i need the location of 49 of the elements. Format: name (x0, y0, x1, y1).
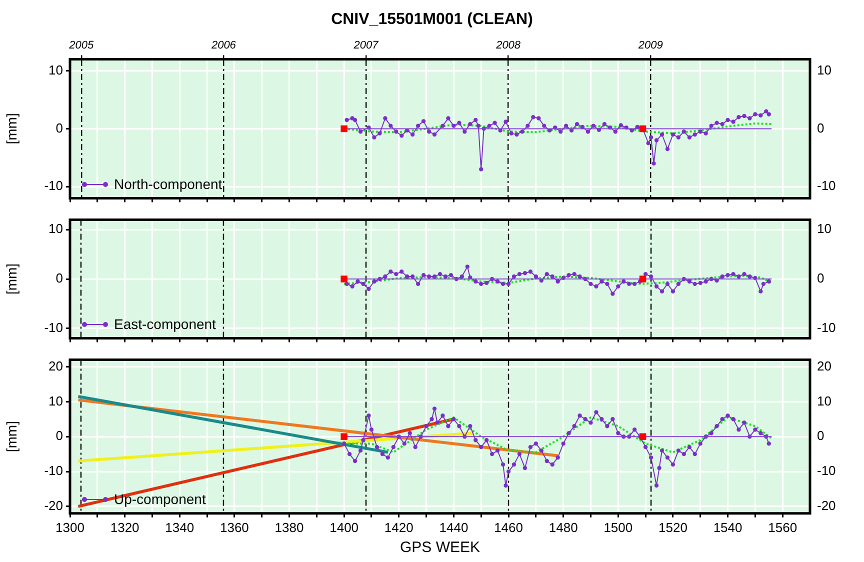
y2-tick-label: 10 (817, 221, 832, 236)
legend-label: North-component (114, 176, 222, 192)
y-tick-label: 0 (56, 120, 63, 136)
x-tick-label: 1340 (165, 520, 194, 535)
x-tick-label: 1380 (274, 520, 304, 535)
x-tick-label: 1400 (330, 520, 359, 535)
x-tick-label: 1360 (220, 520, 249, 535)
x-tick-label: 1560 (768, 520, 798, 535)
x2-tick-label: 2009 (637, 40, 663, 52)
y-tick-label: -10 (44, 178, 63, 194)
x-tick-label: 1420 (384, 520, 414, 535)
y2-tick-label: 10 (817, 62, 832, 78)
y2-tick-label: -10 (817, 320, 836, 335)
y-axis-title: [mm] (3, 421, 20, 452)
y-tick-label: 10 (48, 62, 63, 78)
y2-tick-label: 20 (817, 358, 832, 374)
x-tick-label: 1540 (713, 520, 742, 535)
y-tick-label: 0 (56, 270, 63, 286)
legend-label: East-component (114, 316, 216, 332)
x-tick-label: 1500 (604, 520, 633, 535)
x2-tick-label: 2006 (210, 40, 237, 52)
y2-tick-label: -20 (817, 498, 836, 513)
x-tick-label: 1520 (658, 520, 688, 535)
x-tick-label: 1480 (548, 520, 578, 535)
legend-label: Up-component (114, 491, 206, 508)
y-tick-label: -20 (44, 498, 63, 513)
y2-tick-label: 0 (817, 120, 824, 136)
y2-tick-label: -10 (817, 178, 836, 194)
y-tick-label: -10 (44, 320, 63, 335)
x2-tick-label: 2008 (495, 40, 522, 52)
y2-tick-label: -10 (817, 463, 836, 478)
y-tick-label: 0 (56, 428, 63, 444)
y2-tick-label: 0 (817, 270, 824, 286)
x-tick-label: 1440 (439, 520, 468, 535)
x-axis-title: GPS WEEK (400, 539, 480, 556)
x-tick-label: 1320 (110, 520, 140, 535)
chart-title: CNIV_15501M001 (CLEAN) (330, 10, 534, 30)
y2-tick-label: 10 (817, 393, 832, 408)
y-axis-title: [mm] (3, 263, 20, 295)
y2-tick-label: 0 (817, 428, 824, 444)
y-axis-title: [mm] (3, 113, 20, 144)
x2-tick-label: 2005 (68, 40, 94, 52)
y-tick-label: 10 (48, 221, 63, 236)
x2-tick-label: 2007 (352, 40, 380, 52)
x-tick-label: 1460 (494, 520, 523, 535)
y-tick-label: 20 (48, 358, 63, 374)
y-tick-label: 10 (48, 393, 63, 408)
y-tick-label: -10 (44, 463, 63, 478)
x-tick-label: 1300 (56, 520, 84, 535)
